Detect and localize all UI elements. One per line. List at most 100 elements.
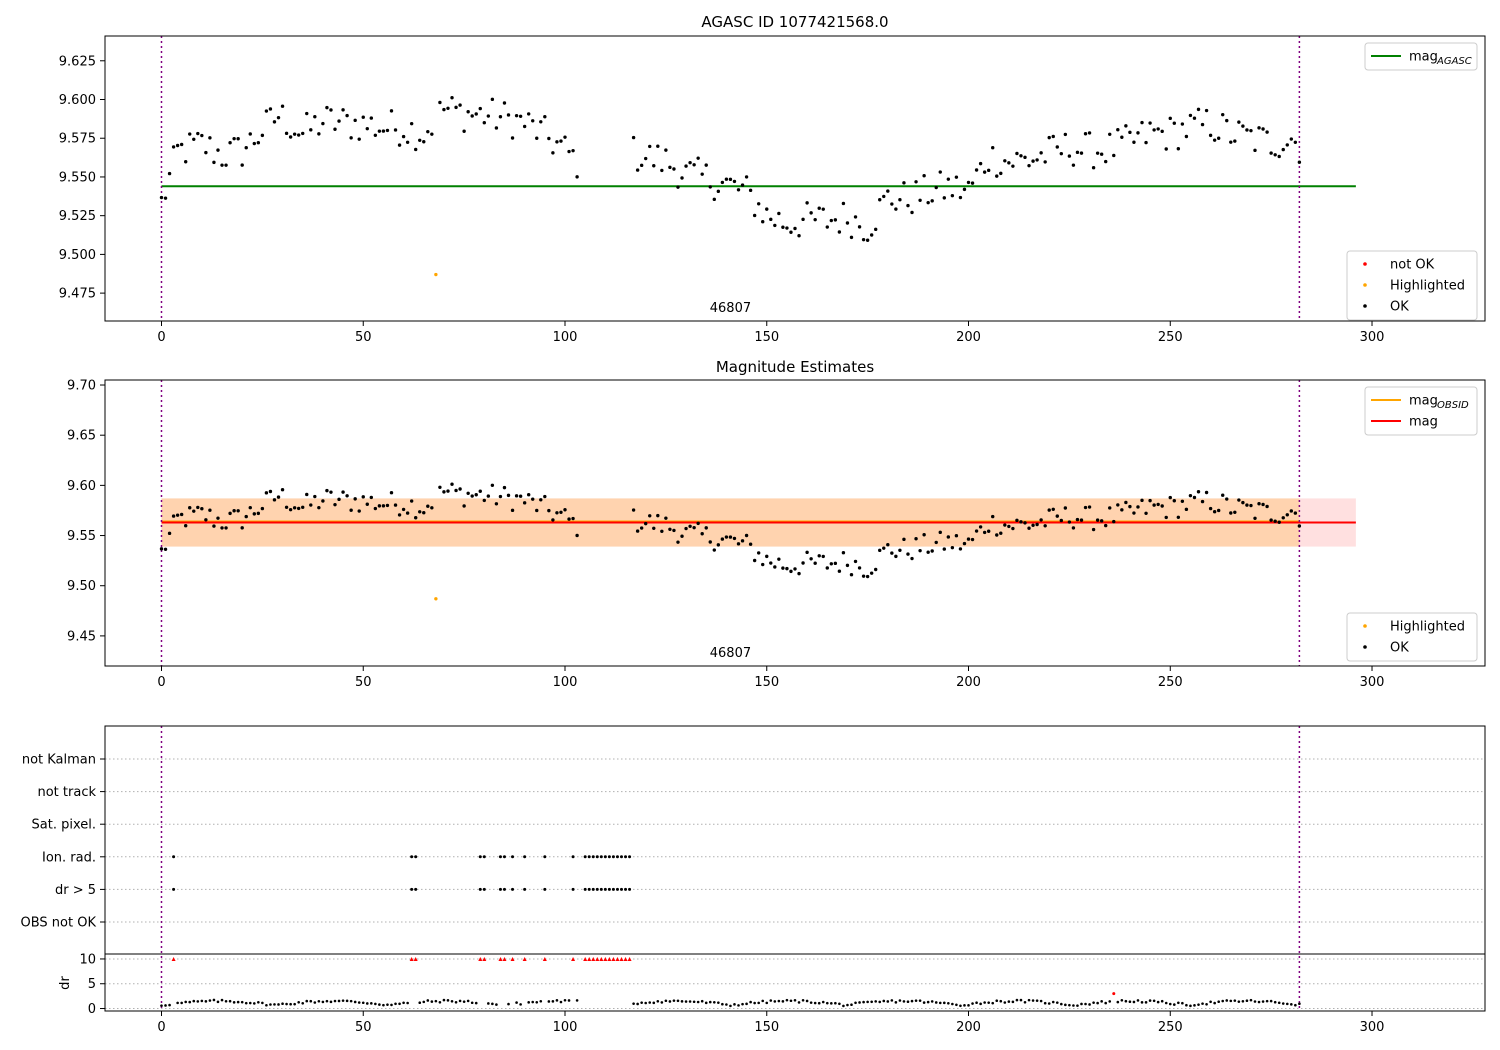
- estimates-ok-point: [341, 490, 345, 494]
- flag-point: [498, 887, 502, 891]
- estimates-ok-point: [644, 521, 648, 526]
- agasc-ok-point: [853, 215, 858, 219]
- agasc-ok-point: [652, 164, 656, 168]
- agasc-ok-point: [1140, 120, 1144, 125]
- flag-point: [583, 887, 587, 891]
- flag-row-label: dr > 5: [55, 883, 96, 898]
- estimates-ok-point: [446, 489, 450, 493]
- dr-point: [1217, 1000, 1220, 1003]
- dr-point: [934, 1001, 938, 1004]
- agasc-ok-point: [1019, 154, 1023, 158]
- dr-point: [491, 1002, 494, 1006]
- estimates-ok-point: [510, 508, 515, 513]
- agasc-ok-point: [1091, 166, 1096, 170]
- dr-point: [1253, 1000, 1257, 1003]
- dr-point: [692, 1000, 696, 1004]
- agasc-ok-point: [708, 185, 712, 189]
- dr-point: [704, 1001, 708, 1005]
- dr-point: [422, 1000, 426, 1004]
- estimates-ok-point: [563, 508, 567, 512]
- dr-point: [1064, 1003, 1067, 1007]
- agasc-ok-point: [950, 193, 955, 198]
- agasc-xtick-label: 50: [355, 330, 372, 345]
- dr-clipped-marker: [611, 956, 616, 961]
- estimates-ok-point: [974, 529, 979, 533]
- dr-point: [382, 1003, 385, 1007]
- estimates-ok-point: [1281, 516, 1285, 520]
- agasc-ok-point: [1245, 128, 1249, 132]
- dr-point: [850, 1003, 853, 1007]
- agasc-ok-point: [216, 148, 220, 152]
- dr-point: [773, 1000, 777, 1003]
- agasc-ok-point: [470, 114, 474, 118]
- dr-point: [1068, 1003, 1071, 1007]
- estimates-ok-point: [704, 526, 708, 530]
- estimates-ok-point: [369, 495, 374, 500]
- dr-point: [1164, 1001, 1168, 1005]
- dr-point: [575, 999, 579, 1002]
- estimates-ok-point: [385, 503, 390, 508]
- dr-clipped-marker: [502, 956, 507, 961]
- estimates-ok-point: [1192, 495, 1197, 500]
- estimates-ok-point: [296, 506, 301, 511]
- dr-point: [301, 1001, 305, 1005]
- agasc-legend-lower-label: Highlighted: [1390, 279, 1465, 294]
- agasc-ok-point: [789, 230, 793, 234]
- dr-point: [160, 1004, 163, 1007]
- agasc-ok-point: [660, 168, 664, 173]
- dr-point: [684, 1000, 688, 1003]
- flag-point: [624, 855, 628, 859]
- flag-point: [511, 855, 515, 859]
- dr-point: [1035, 999, 1039, 1002]
- agasc-reference-lines: [160, 36, 1356, 321]
- flag-point: [571, 887, 575, 891]
- estimates-ok-point: [159, 547, 164, 551]
- dr-point: [248, 1001, 252, 1005]
- agasc-ok-point: [345, 113, 349, 118]
- dr-clipped-marker: [619, 956, 624, 961]
- dr-point: [955, 1003, 958, 1007]
- flag-point: [410, 887, 414, 891]
- agasc-ok-point: [272, 120, 277, 124]
- agasc-xtick-label: 200: [956, 330, 981, 345]
- estimates-ytick-label: 9.65: [67, 429, 96, 444]
- agasc-xtick-label: 100: [553, 330, 578, 345]
- estimates-ok-point: [494, 502, 499, 506]
- estimates-ok-point: [1273, 519, 1277, 523]
- estimates-ok-point: [845, 563, 850, 568]
- dr-point: [1015, 998, 1019, 1002]
- agasc-ok-point: [1156, 127, 1160, 131]
- agasc-ok-point: [898, 198, 902, 202]
- estimates-ok-point: [991, 514, 995, 519]
- dr-point: [1273, 1000, 1277, 1004]
- agasc-ok-point: [1265, 130, 1269, 134]
- dr-point: [951, 1002, 954, 1006]
- dr-point: [813, 1001, 817, 1005]
- agasc-ok-point: [878, 198, 882, 202]
- agasc-ok-point: [284, 131, 289, 136]
- estimates-ok-point: [849, 572, 854, 577]
- agasc-ok-point: [958, 195, 963, 200]
- flag-point: [591, 887, 595, 891]
- estimates-legend-lower-swatch: [1363, 624, 1367, 628]
- agasc-ok-point: [188, 132, 192, 136]
- estimates-ok-point: [1124, 500, 1128, 505]
- agasc-ok-point: [321, 121, 325, 126]
- estimates-xtick-label: 200: [956, 675, 981, 690]
- flag-point: [599, 855, 603, 859]
- dr-clipped-marker: [542, 956, 547, 961]
- agasc-ok-point: [514, 113, 519, 118]
- dr-point: [914, 999, 918, 1002]
- estimates-ytick-label: 9.55: [67, 529, 96, 544]
- agasc-ok-point: [1277, 154, 1281, 159]
- agasc-ytick-label: 9.550: [59, 170, 96, 185]
- agasc-ok-point: [256, 141, 261, 145]
- dr-point: [317, 999, 321, 1003]
- agasc-ok-point: [1253, 148, 1257, 153]
- estimates-ok-point: [635, 529, 640, 533]
- estimates-ok-point: [244, 514, 248, 519]
- agasc-ok-point: [1079, 151, 1084, 155]
- dr-point: [817, 1001, 821, 1005]
- estimates-ok-point: [256, 511, 261, 516]
